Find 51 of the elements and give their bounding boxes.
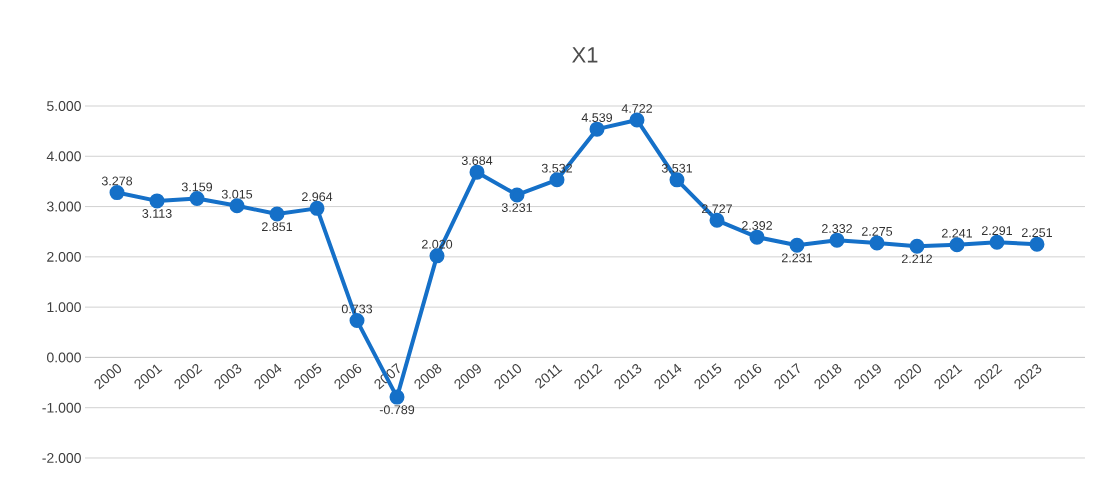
data-label: 4.722 [621,104,652,113]
data-label: 2.275 [861,226,893,236]
point [1029,236,1045,252]
point [229,198,245,214]
data-label: 2.231 [781,253,813,263]
point [909,238,925,254]
point [149,193,165,209]
point [549,172,565,188]
y-tick-label: 2.000 [47,251,81,262]
point [789,237,805,253]
point [509,187,525,203]
point [749,229,765,245]
y-tick-label: -1.000 [42,402,81,413]
data-label: 3.015 [221,189,253,199]
point [709,212,725,228]
point [269,206,285,222]
point [349,313,365,329]
y-tick-label: 5.000 [47,101,81,111]
data-label: 3.684 [461,156,493,165]
point [469,164,485,180]
point [589,121,605,137]
data-label: -0.789 [379,405,415,415]
data-label: 2.251 [1021,228,1052,238]
data-label: 2.851 [261,222,293,232]
data-label: 2.392 [741,221,772,230]
point [389,389,405,405]
point [989,234,1005,250]
data-label: 3.231 [501,203,533,212]
point [109,185,125,201]
point [949,237,965,253]
y-tick-label: 1.000 [47,302,81,313]
data-label: 2.332 [821,224,852,233]
y-tick-label: -2.000 [42,453,81,463]
data-label: 2.212 [901,254,932,264]
point [829,232,845,248]
y-tick-label: 3.000 [46,201,81,212]
data-label: 2.241 [941,228,972,238]
data-label: 3.278 [101,176,133,186]
point [669,172,685,188]
point [429,248,445,264]
data-label: 4.539 [581,113,613,122]
y-tick-label: 4.000 [46,151,81,162]
point [629,112,645,128]
chart-title: X1 [572,47,598,63]
data-label: 2.291 [981,226,1012,236]
data-label: 3.159 [181,182,213,192]
point [189,191,205,207]
data-label: 3.113 [142,209,172,218]
data-label: 2.964 [301,192,333,202]
point [869,235,885,251]
y-tick-label: 0.000 [46,352,81,363]
